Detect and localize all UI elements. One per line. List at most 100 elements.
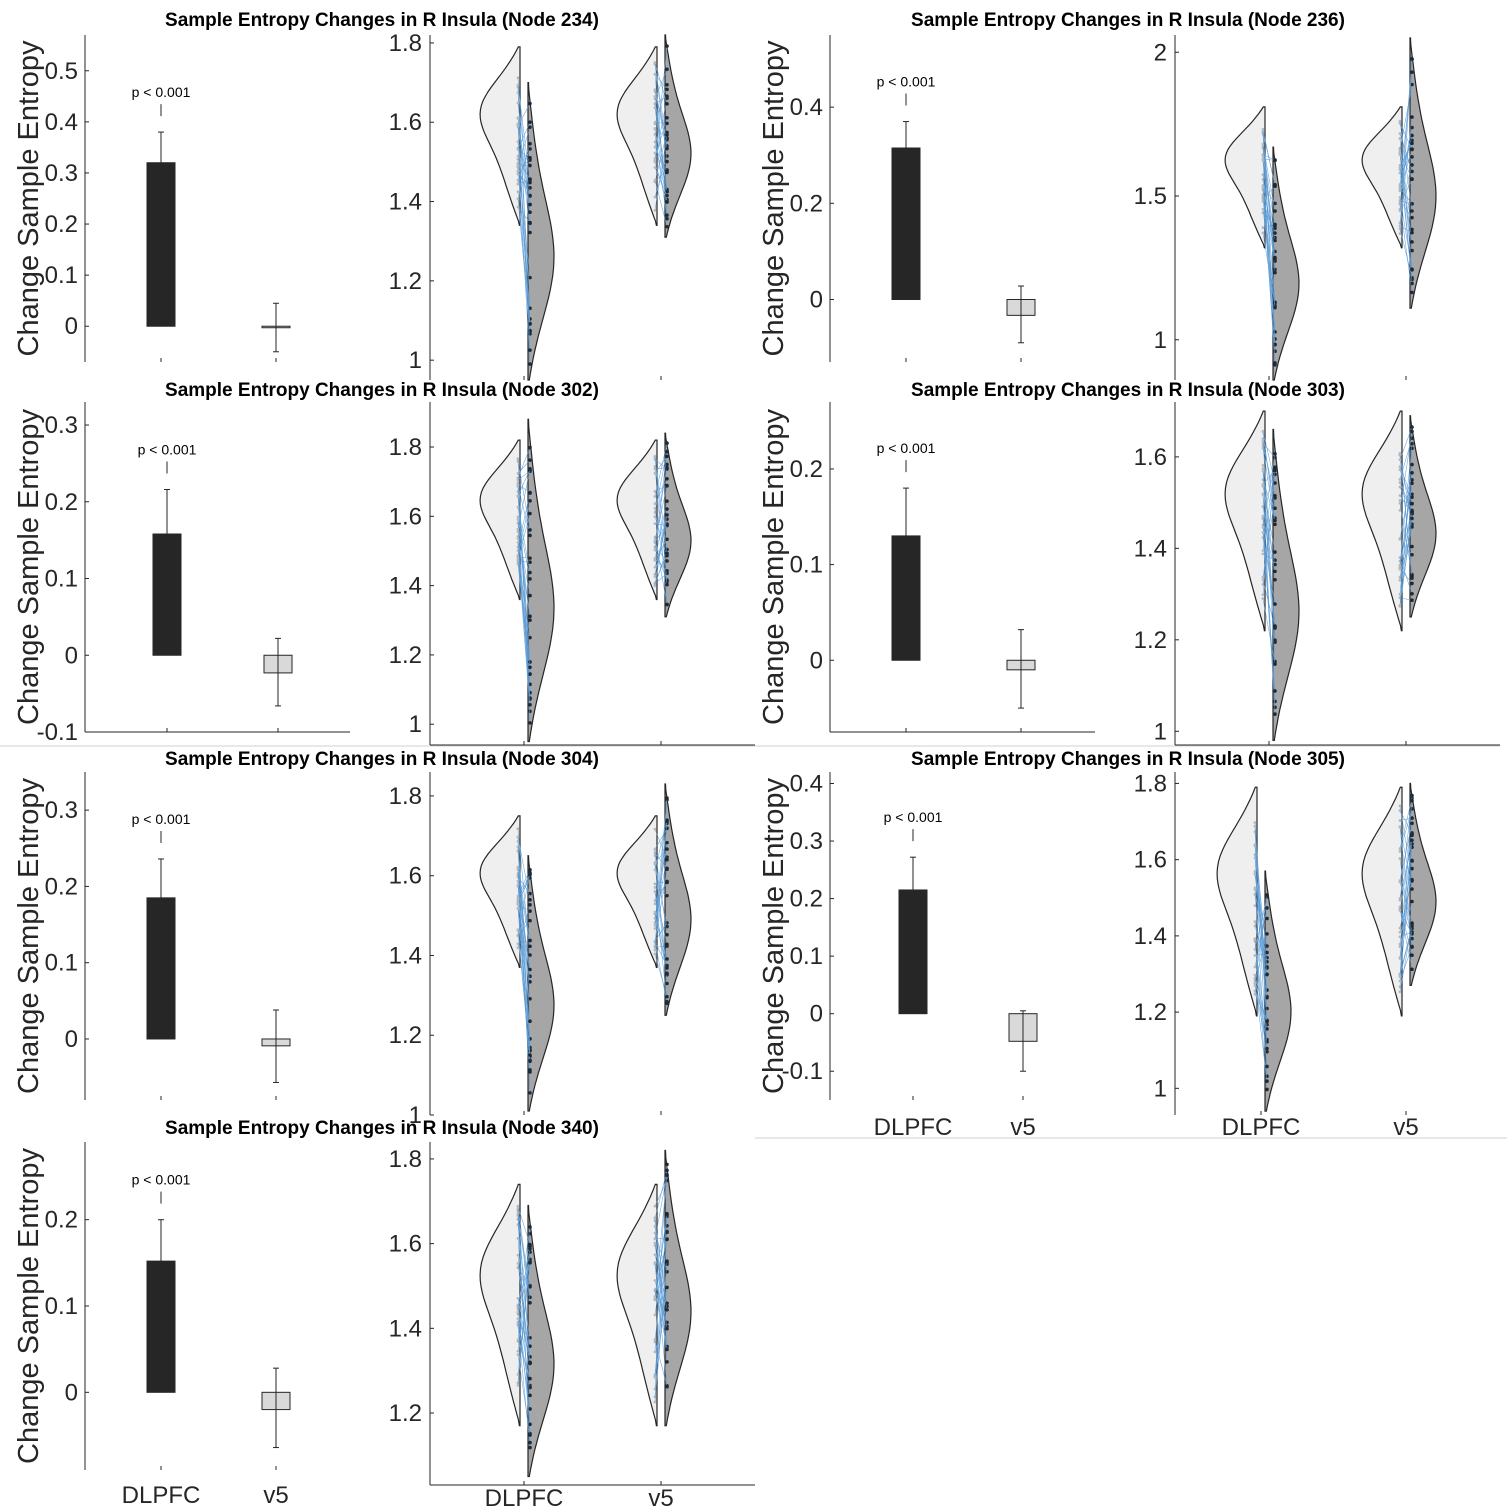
post-dot [665, 154, 669, 158]
subject-line [1399, 557, 1413, 594]
pre-dot [516, 190, 520, 194]
post-dot [665, 879, 669, 884]
post-dot [665, 840, 669, 845]
pre-dot [1261, 549, 1265, 552]
post-dot [665, 1285, 669, 1290]
pre-dot [516, 205, 520, 209]
pre-dot [653, 548, 657, 552]
pre-dot [1261, 430, 1265, 434]
post-dot [1410, 967, 1414, 972]
pre-dot [1398, 990, 1402, 994]
post-dot [665, 932, 669, 937]
post-dot [665, 942, 669, 947]
bar-category-label: DLPFC [874, 1114, 953, 1141]
subject-line [654, 1174, 668, 1240]
post-dot [528, 577, 532, 581]
subject-line [1262, 486, 1276, 553]
subject-line [1254, 938, 1268, 1067]
post-dot [1273, 209, 1277, 213]
subject-line [654, 828, 668, 850]
post-dot [1410, 240, 1414, 244]
panel-4: Sample Entropy Changes in R Insula (Node… [758, 380, 1500, 746]
subject-line [654, 887, 668, 896]
pre-dot [1398, 537, 1402, 541]
post-dot [1265, 950, 1269, 955]
post-dot [1410, 510, 1414, 514]
post-dot [528, 665, 532, 670]
violin-y-tick-label: 1.5 [1134, 183, 1167, 210]
violin-pre [479, 439, 521, 601]
p-value-annotation: p < 0.001 [884, 809, 943, 825]
post-dot [1410, 516, 1414, 521]
pre-dot [1398, 563, 1402, 567]
violin-post [527, 81, 555, 381]
bar-y-tick-label: 0.2 [790, 886, 823, 913]
post-dot [665, 559, 669, 563]
subject-line [1399, 154, 1413, 242]
violin-y-tick-label: 1.8 [389, 30, 422, 57]
violin-y-tick-label: 1.4 [1134, 535, 1167, 562]
pre-dot [653, 889, 657, 893]
subject-line [654, 539, 668, 561]
pre-dot [653, 502, 657, 506]
post-dot [665, 1324, 669, 1329]
post-dot [1273, 466, 1277, 470]
pre-dot [516, 117, 520, 120]
subject-line [1399, 225, 1413, 233]
subject-line [1399, 805, 1413, 880]
subject-line [1399, 546, 1413, 566]
violin-y-tick-label: 1.6 [389, 109, 422, 136]
subject-line [1399, 827, 1413, 939]
post-dot [528, 230, 532, 235]
post-dot [528, 1068, 532, 1072]
pre-dot [516, 83, 520, 87]
pre-dot [653, 1217, 657, 1220]
pre-dot [516, 1236, 520, 1240]
bar-category-label: v5 [1010, 1114, 1035, 1141]
post-dot [528, 953, 532, 957]
pre-dot [1398, 896, 1402, 900]
subject-line [654, 134, 668, 211]
pre-dot [653, 178, 657, 182]
pre-dot [1398, 119, 1402, 123]
post-dot [528, 570, 532, 575]
post-dot [528, 180, 532, 185]
subject-line [1399, 164, 1413, 211]
post-dot [1410, 446, 1414, 451]
post-dot [665, 547, 669, 552]
post-dot [1410, 495, 1414, 499]
violin-pre [616, 1183, 658, 1427]
subject-line [517, 538, 531, 617]
subject-line [654, 821, 668, 951]
pre-dot [653, 1297, 657, 1301]
pre-dot [1261, 143, 1265, 147]
post-dot [665, 121, 669, 126]
subject-line [1399, 835, 1413, 911]
post-dot [1273, 624, 1277, 628]
violin-post [664, 1149, 692, 1427]
post-dot [528, 618, 532, 622]
pre-dot [653, 160, 657, 164]
pre-dot [516, 900, 520, 904]
violin-post [664, 34, 692, 238]
subject-line [654, 155, 668, 198]
subject-line [1399, 832, 1413, 987]
y-axis-label: Change Sample Entropy [13, 1148, 45, 1464]
subject-line [517, 1318, 531, 1396]
pre-dot [1398, 209, 1402, 213]
pre-dot [516, 1338, 520, 1342]
pre-dot [516, 934, 520, 938]
pre-dot [1261, 517, 1265, 521]
pre-dot [1253, 904, 1257, 908]
subject-line [1262, 493, 1276, 715]
post-dot [665, 981, 669, 986]
subject-line [654, 478, 668, 504]
pre-dot [516, 897, 520, 900]
post-dot [528, 1295, 532, 1300]
post-dot [1410, 462, 1414, 467]
subject-line [654, 451, 668, 550]
bar-y-tick-label: 0.1 [790, 943, 823, 970]
post-dot [665, 200, 669, 204]
post-dot [528, 178, 532, 182]
pre-dot [516, 494, 520, 497]
